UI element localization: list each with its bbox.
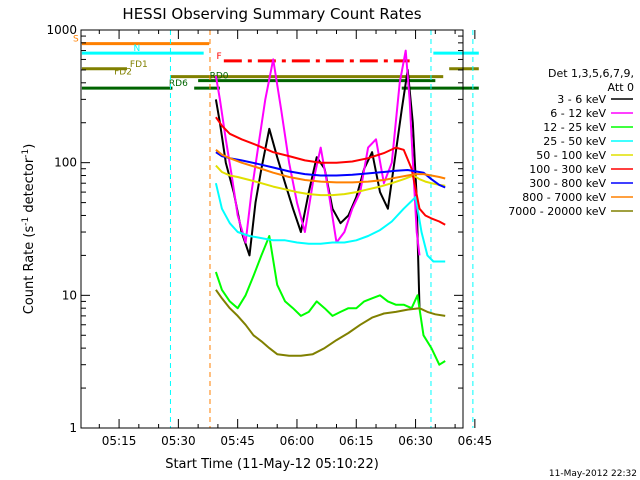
legend-label: 50 - 100 keV [536,149,606,162]
flag-label-rd6: RD6 [169,79,188,89]
y-axis-ticks: 1 10 100 1000 [46,23,463,435]
flag-label-rd0: RD0 [210,72,229,82]
legend-label: 800 - 7000 keV [522,191,606,204]
legend-label: 300 - 800 keV [529,177,606,190]
series-line-25-50-kev [214,182,446,263]
flag-label-s: S [73,35,79,45]
y-axis-label: Count Rate (s-1 detector-1) [21,144,37,315]
legend-label: 6 - 12 keV [550,107,606,120]
series-line-300-800-kev [215,151,446,189]
x-tick-label: 06:00 [280,434,315,448]
y-axis-label-sup1: -1 [21,217,31,226]
y-tick-label: 10 [62,288,77,302]
timestamp: 11-May-2012 22:32 [549,469,637,479]
legend-label: 3 - 6 keV [557,93,606,106]
y-axis-label-sup2: -1 [21,149,31,158]
x-tick-label: 06:45 [458,434,493,448]
y-axis-label-main: Count Rate (s [22,226,37,315]
series-line-800-7000-kev [215,149,446,184]
legend-label: 7000 - 20000 keV [508,205,606,218]
y-tick-label: 100 [54,156,77,170]
legend-header: Att 0 [608,81,634,94]
flag-label-f: F [216,52,221,62]
chart-title: HESSI Observing Summary Count Rates [122,5,421,23]
series-line-3-6-kev [214,68,421,309]
x-tick-label: 06:30 [398,434,433,448]
flag-label-fd2: FD2 [114,68,132,78]
x-axis-label: Start Time (11-May-12 05:10:22) [165,457,379,472]
y-axis-label-mid: detector [22,157,37,217]
x-tick-label: 06:15 [339,434,374,448]
y-axis-label-end: ) [22,144,37,149]
legend-header: Det 1,3,5,6,7,9, [548,67,634,80]
plot-frame [80,29,464,429]
x-tick-label: 05:30 [161,434,196,448]
series-line-50-100-kev [215,164,446,197]
legend-label: 12 - 25 keV [543,121,606,134]
x-tick-label: 05:45 [220,434,255,448]
legend-label: 100 - 300 keV [529,163,606,176]
series-lines [214,49,446,366]
y-tick-label: 1000 [46,23,77,37]
x-tick-label: 05:15 [102,434,137,448]
y-tick-label: 1 [69,421,77,435]
series-line-6-12-kev [214,49,421,256]
marker-lines [169,30,474,428]
legend-label: 25 - 50 keV [543,135,606,148]
flag-label-n: N [133,44,140,54]
flag-label-fd1: FD1 [130,60,148,70]
series-line-100-300-kev [215,116,446,226]
series-line-7000-20000-kev [215,289,446,357]
x-axis-ticks: 05:15 05:30 05:45 06:00 06:15 06:30 06:45 [98,30,493,448]
